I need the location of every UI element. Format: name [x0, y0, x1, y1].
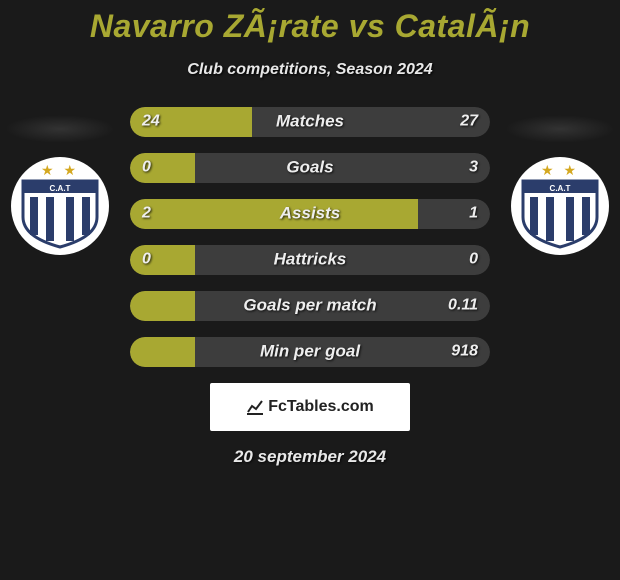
player-shadow-left	[5, 115, 115, 143]
bar-left-fill	[130, 245, 195, 275]
player-right-column: ★ ★ C.A.T	[500, 115, 620, 255]
badge-inner-left: ★ ★ C.A.T	[19, 163, 101, 249]
bar-value-right: 0.11	[448, 297, 478, 315]
stat-row: Hattricks 0 0	[130, 245, 490, 275]
badge-shield-left: C.A.T	[21, 179, 99, 249]
svg-text:C.A.T: C.A.T	[550, 184, 571, 193]
badge-stars-left: ★ ★	[19, 163, 101, 177]
bar-value-right: 3	[469, 159, 478, 177]
badge-shield-right: C.A.T	[521, 179, 599, 249]
bar-label: Hattricks	[274, 250, 347, 270]
bar-value-left: 2	[142, 205, 151, 223]
bar-label: Goals	[286, 158, 333, 178]
bar-left-fill	[130, 337, 195, 367]
page-title: Navarro ZÃ¡rate vs CatalÃ¡n	[0, 0, 620, 45]
date-text: 20 september 2024	[0, 447, 620, 467]
badge-code-text: C.A.T	[50, 184, 71, 193]
bar-label: Assists	[280, 204, 340, 224]
bar-label: Min per goal	[260, 342, 360, 362]
attribution-box: FcTables.com	[210, 383, 410, 431]
bar-value-left: 0	[142, 159, 151, 177]
stat-row: Assists 2 1	[130, 199, 490, 229]
player-shadow-right	[505, 115, 615, 143]
club-badge-left: ★ ★ C.A.T	[11, 157, 109, 255]
bar-value-left: 0	[142, 251, 151, 269]
bar-label: Matches	[276, 112, 344, 132]
badge-stars-right: ★ ★	[519, 163, 601, 177]
stats-bars: Matches2427Goals03Assists21Hattricks00Go…	[130, 107, 490, 367]
bar-value-right: 1	[469, 205, 478, 223]
attribution-label: FcTables.com	[268, 398, 374, 416]
stat-row: Goals 0 3	[130, 153, 490, 183]
stat-row: Min per goal 918	[130, 337, 490, 367]
stat-row: Goals per match 0.11	[130, 291, 490, 321]
player-left-column: ★ ★ C.A.T	[0, 115, 120, 255]
bar-value-right: 918	[451, 343, 478, 361]
infographic-container: Navarro ZÃ¡rate vs CatalÃ¡n Club competi…	[0, 0, 620, 580]
stat-row: Matches 24 27	[130, 107, 490, 137]
attribution-text: FcTables.com	[246, 398, 374, 416]
bar-value-left: 24	[142, 113, 160, 131]
bar-left-fill	[130, 153, 195, 183]
bar-label: Goals per match	[243, 296, 376, 316]
bar-left-fill	[130, 199, 418, 229]
chart-icon	[246, 398, 264, 416]
club-badge-right: ★ ★ C.A.T	[511, 157, 609, 255]
bar-left-fill	[130, 291, 195, 321]
subtitle: Club competitions, Season 2024	[0, 61, 620, 79]
badge-inner-right: ★ ★ C.A.T	[519, 163, 601, 249]
bar-value-right: 27	[460, 113, 478, 131]
bar-value-right: 0	[469, 251, 478, 269]
